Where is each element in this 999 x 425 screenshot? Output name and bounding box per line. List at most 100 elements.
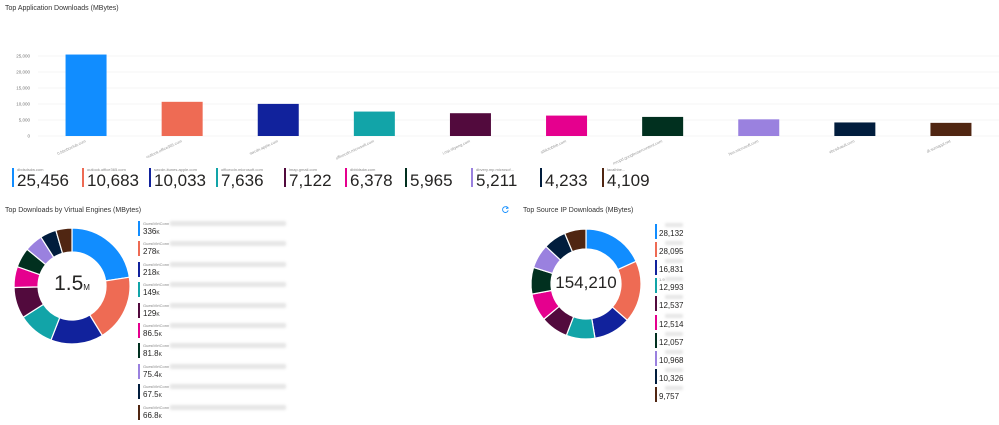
redacted-text [170, 404, 286, 410]
legend-item[interactable]: 28,132 [655, 223, 695, 243]
top-apps-bar-chart: 25,000 20,000 15,000 10,000 5,000 0 0.bbcbizcl… [16, 54, 999, 165]
source-ip-total: 154,210 [555, 273, 617, 292]
refresh-icon[interactable] [501, 205, 510, 214]
bar[interactable] [257, 103, 299, 136]
legend-swatch [138, 404, 140, 420]
legend-value: 81.8K [143, 349, 162, 359]
legend-value: 278K [143, 247, 160, 257]
legend-item[interactable]: GuestVirtConn 278K [138, 241, 288, 261]
legend-item[interactable]: GuestVirtConn 81.8K [138, 343, 288, 363]
legend-value: 4,109 [607, 171, 650, 190]
legend-item[interactable]: GuestVirtConn 67.5K [138, 384, 288, 404]
legend-swatch [540, 168, 542, 187]
legend-item[interactable]: GuestVirtConn 75.4K [138, 363, 288, 384]
legend-label: GuestVirtConn [143, 241, 170, 247]
y-tick-label: 10,000 [16, 102, 30, 107]
redacted-text [170, 221, 286, 226]
legend-swatch [138, 384, 140, 400]
legend-value: 336K [143, 227, 160, 236]
donut-slice[interactable] [563, 228, 587, 253]
redacted-text [665, 313, 683, 318]
x-category-label: outlook.office365.com [145, 138, 183, 159]
legend-item[interactable]: 10,968 [655, 349, 695, 370]
legend-item[interactable]: GuestVirtConn 66.8K [138, 404, 288, 425]
legend-swatch [405, 168, 407, 187]
legend-swatch [138, 363, 140, 379]
legend-value: 5,965 [410, 171, 453, 190]
legend-swatch [138, 302, 140, 318]
legend-swatch [138, 323, 140, 338]
redacted-text [665, 331, 683, 336]
x-category-label: swcdn.apple.com [249, 138, 280, 156]
legend-item[interactable]: 16,831 [655, 259, 695, 279]
legend-label: GuestVirtConn [143, 261, 170, 267]
legend-value: 66.8K [143, 410, 162, 420]
redacted-text [170, 261, 286, 267]
bar[interactable] [161, 101, 203, 136]
legend-label: GuestVirtConn [143, 282, 170, 288]
legend-swatch [655, 296, 657, 312]
bar[interactable] [930, 122, 972, 136]
legend-swatch [655, 224, 657, 239]
legend-swatch [12, 168, 14, 187]
x-category-label: mrupd.googleusercontent.com [612, 138, 664, 165]
redacted-text [665, 223, 683, 227]
legend-item[interactable]: 1.9 12,993 [655, 277, 695, 297]
bar[interactable] [546, 115, 588, 136]
legend-value: 218K [143, 267, 160, 277]
legend-item[interactable]: 9,757 [655, 385, 695, 406]
legend-label: outlook.office365.com [87, 167, 126, 172]
legend-value: 86.5K [143, 329, 162, 338]
legend-value: 129K [143, 308, 160, 318]
legend-item[interactable]: GuestVirtConn 86.5K [138, 323, 288, 343]
legend-item[interactable]: 28,095 [655, 241, 695, 261]
legend-value: 12,514 [659, 319, 684, 329]
redacted-text [665, 385, 683, 390]
legend-item[interactable]: GuestVirtConn 336K [138, 221, 288, 241]
y-tick-label: 5,000 [19, 118, 31, 123]
legend-swatch [82, 168, 84, 187]
legend-swatch [655, 314, 657, 330]
donut-slice[interactable] [585, 228, 637, 271]
bar[interactable] [65, 54, 107, 136]
legend-swatch [471, 168, 473, 187]
legend-label: GuestVirtConn [143, 404, 170, 410]
legend-label: 1.9 [659, 277, 665, 283]
legend-value: 16,831 [659, 265, 684, 275]
legend-label: GuestVirtConn [143, 323, 170, 328]
redacted-text [170, 323, 286, 328]
bar[interactable] [642, 116, 684, 136]
y-tick-label: 25,000 [16, 54, 30, 59]
source-ip-donut-chart [530, 228, 642, 340]
legend-item[interactable]: 12,537 [655, 295, 695, 315]
legend-item[interactable]: GuestVirtConn 218K [138, 261, 288, 282]
legend-value: 4,233 [545, 171, 588, 190]
legend-label: officecdn.microsoft.com [221, 167, 263, 172]
legend-value: 12,057 [659, 337, 684, 347]
bar[interactable] [449, 113, 491, 136]
y-tick-label: 15,000 [16, 86, 30, 91]
legend-swatch [284, 168, 286, 187]
bar[interactable] [738, 119, 780, 136]
bar[interactable] [353, 111, 395, 136]
legend-label: dbvery.mp.microsof... [476, 167, 514, 172]
y-tick-label: 0 [27, 134, 30, 139]
legend-item[interactable]: GuestVirtConn 149K [138, 282, 288, 302]
legend-value: 12,993 [659, 283, 684, 293]
legend-item[interactable]: 10,326 [655, 367, 695, 388]
x-category-label: fsm.microsoft.com [728, 138, 760, 157]
donut-slice[interactable] [55, 227, 73, 255]
legend-item[interactable]: GuestVirtConn 129K [138, 302, 288, 323]
legend-swatch [655, 386, 657, 402]
legend-swatch [345, 168, 347, 187]
legend-label: GuestVirtConn [143, 221, 170, 226]
legend-label: GuestVirtConn [143, 363, 170, 369]
legend-value: 28,095 [659, 247, 684, 257]
redacted-text [170, 302, 286, 308]
legend-item[interactable]: 12,514 [655, 313, 695, 334]
virtual-engines-title: Top Downloads by Virtual Engines (MBytes… [5, 207, 142, 214]
redacted-text [665, 277, 683, 282]
bar[interactable] [834, 122, 876, 136]
legend-item[interactable]: 12,057 [655, 331, 695, 352]
legend-value: 9,757 [659, 391, 680, 401]
